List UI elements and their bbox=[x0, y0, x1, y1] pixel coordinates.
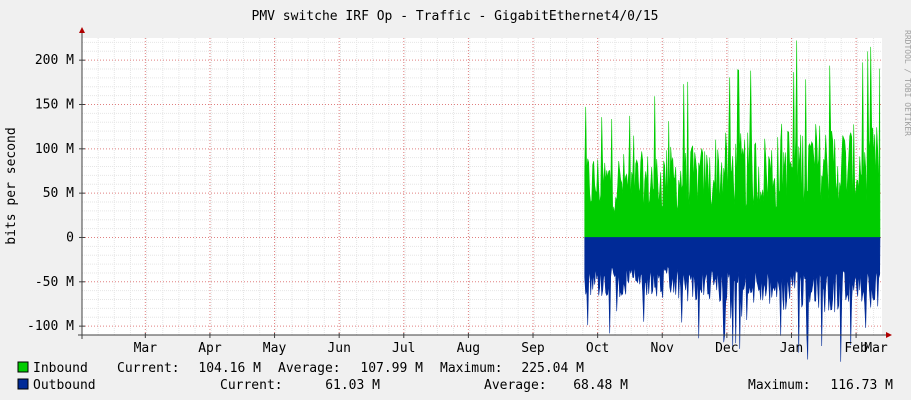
grid-lines bbox=[81, 38, 882, 335]
series-area-outbound bbox=[584, 237, 881, 362]
y-tick-label: 0 bbox=[66, 230, 74, 245]
x-tick-label: Jul bbox=[392, 341, 415, 356]
y-tick-label: -50 M bbox=[35, 275, 74, 290]
y-axis-label: bits per second bbox=[4, 127, 19, 244]
legend-outbound-average: 68.48 M bbox=[573, 378, 628, 393]
y-tick-labels: 200 M 150 M 100 M 50 M 0 -50 M -100 M bbox=[27, 53, 74, 334]
y-tick-label: 100 M bbox=[35, 142, 74, 157]
x-tick-label: Jan bbox=[780, 341, 803, 356]
y-tick-label: 50 M bbox=[43, 186, 74, 201]
legend-inbound-maximum: 225.04 M bbox=[521, 361, 584, 376]
x-tick-label: Apr bbox=[198, 341, 222, 356]
y-tick-label: 150 M bbox=[35, 97, 74, 112]
y-tick-label: 200 M bbox=[35, 53, 74, 68]
x-tick-label: Feb bbox=[844, 341, 868, 356]
axes bbox=[78, 27, 892, 339]
legend: Inbound Current: 104.16 M Average: 107.9… bbox=[17, 361, 893, 393]
legend-outbound-maximum-label: Maximum: bbox=[748, 378, 811, 393]
legend-inbound-current-label: Current: bbox=[117, 361, 180, 376]
x-tick-label: May bbox=[263, 341, 287, 356]
legend-inbound-average-label: Average: bbox=[278, 361, 341, 376]
y-tick-label: -100 M bbox=[27, 319, 74, 334]
y-axis-arrow bbox=[79, 27, 85, 33]
legend-outbound-name: Outbound bbox=[33, 378, 96, 393]
legend-outbound-current-label: Current: bbox=[220, 378, 283, 393]
x-tick-label: Mar bbox=[864, 341, 888, 356]
chart-title: PMV switche IRF Op - Traffic - GigabitEt… bbox=[252, 9, 659, 24]
traffic-data bbox=[584, 40, 881, 362]
x-tick-label: Dec bbox=[715, 341, 738, 356]
x-tick-label: Aug bbox=[457, 341, 480, 356]
series-area-inbound bbox=[584, 40, 881, 238]
legend-inbound-name: Inbound bbox=[33, 361, 88, 376]
legend-outbound-average-label: Average: bbox=[484, 378, 547, 393]
x-tick-label: Mar bbox=[134, 341, 158, 356]
legend-outbound-current: 61.03 M bbox=[325, 378, 380, 393]
x-axis-arrow bbox=[886, 332, 892, 338]
x-tick-label: Nov bbox=[651, 341, 675, 356]
legend-swatch-outbound bbox=[17, 378, 29, 390]
legend-outbound-maximum: 116.73 M bbox=[830, 378, 893, 393]
watermark: RRDTOOL / TOBI OETIKER bbox=[903, 30, 911, 136]
x-tick-label: Jun bbox=[327, 341, 350, 356]
legend-inbound-current: 104.16 M bbox=[198, 361, 261, 376]
legend-swatch-inbound bbox=[17, 361, 29, 373]
legend-inbound-maximum-label: Maximum: bbox=[440, 361, 503, 376]
x-tick-label: Oct bbox=[586, 341, 609, 356]
legend-inbound-average: 107.99 M bbox=[360, 361, 423, 376]
x-tick-label: Sep bbox=[521, 341, 545, 356]
